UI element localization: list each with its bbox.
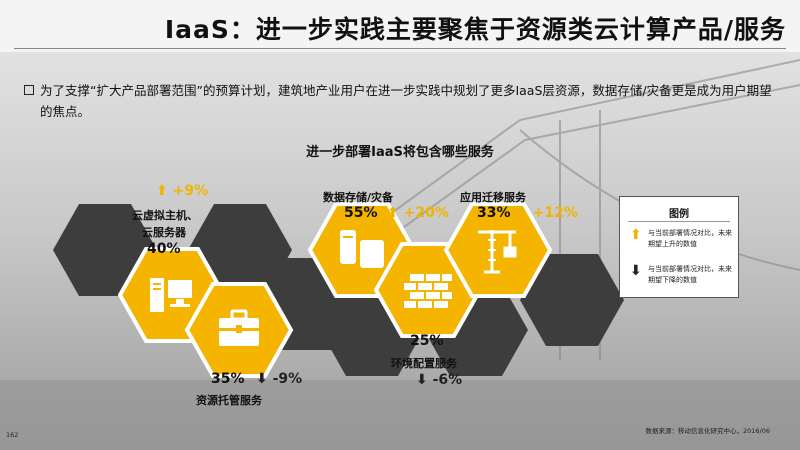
up-arrow-icon: ⬆: [387, 205, 399, 221]
page-title: IaaS：进一步实践主要聚焦于资源类云计算产品/服务: [164, 15, 786, 44]
hex-app-migration: [443, 202, 553, 298]
legend-up-arrow-icon: ⬆: [630, 227, 642, 243]
up-arrow-icon: ⬆: [516, 205, 528, 221]
description-text: 为了支撑“扩大产品部署范围”的预算计划，建筑地产业用户在进一步实践中规划了更多I…: [40, 83, 772, 119]
hex-dark-6: [520, 254, 624, 346]
data-storage-label: 数据存储/灾备: [323, 191, 394, 204]
cloud-server-label-line2: 云服务器: [142, 226, 186, 239]
env-config-change: ⬇ -6%: [416, 372, 463, 388]
briefcase-icon: [219, 309, 259, 346]
legend-up-text: 与当前部署情况对比，未来期望上升的数值: [648, 229, 732, 248]
crane-icon: [478, 230, 517, 274]
cloud-server-change: ⬆ +9%: [156, 183, 209, 199]
resource-hosting-change: ⬇ -9%: [256, 371, 303, 387]
bullet-square-icon: [24, 85, 34, 95]
page-number: 162: [6, 431, 19, 439]
data-storage-change: ⬆ +20%: [387, 205, 449, 221]
cloud-server-percent: 40%: [147, 241, 181, 257]
hex-dark-2: [188, 204, 292, 296]
database-storage-icon: [340, 230, 384, 268]
env-config-label: 环境配置服务: [391, 357, 457, 370]
title-divider: [14, 48, 786, 49]
resource-hosting-percent: 35%: [211, 371, 245, 387]
env-config-percent: 25%: [410, 333, 444, 349]
legend-title: 图例: [669, 209, 689, 220]
data-storage-percent: 55%: [344, 205, 378, 221]
brick-wall-icon: [404, 274, 452, 308]
resource-hosting-label: 资源托管服务: [196, 394, 262, 407]
down-arrow-icon: ⬇: [416, 372, 428, 388]
server-computer-icon: [150, 278, 192, 312]
legend-down-text: 与当前部署情况对比，未来期望下降的数值: [648, 265, 732, 284]
app-migration-percent: 33%: [477, 205, 511, 221]
down-arrow-icon: ⬇: [256, 371, 268, 387]
legend-down-arrow-icon: ⬇: [630, 263, 642, 279]
app-migration-change: ⬆ +12%: [516, 205, 578, 221]
chart-subtitle: 进一步部署IaaS将包含哪些服务: [306, 145, 494, 160]
data-source-note: 数据来源：移动信息化研究中心，2016/06: [645, 427, 770, 435]
legend-divider: [628, 221, 730, 222]
app-migration-label: 应用迁移服务: [460, 191, 526, 204]
cloud-server-label-line1: 云虚拟主机、: [132, 209, 198, 222]
legend-box: 图例 ⬆ 与当前部署情况对比，未来期望上升的数值 ⬇ 与当前部署情况对比，未来期…: [619, 196, 739, 298]
up-arrow-icon: ⬆: [156, 183, 168, 199]
